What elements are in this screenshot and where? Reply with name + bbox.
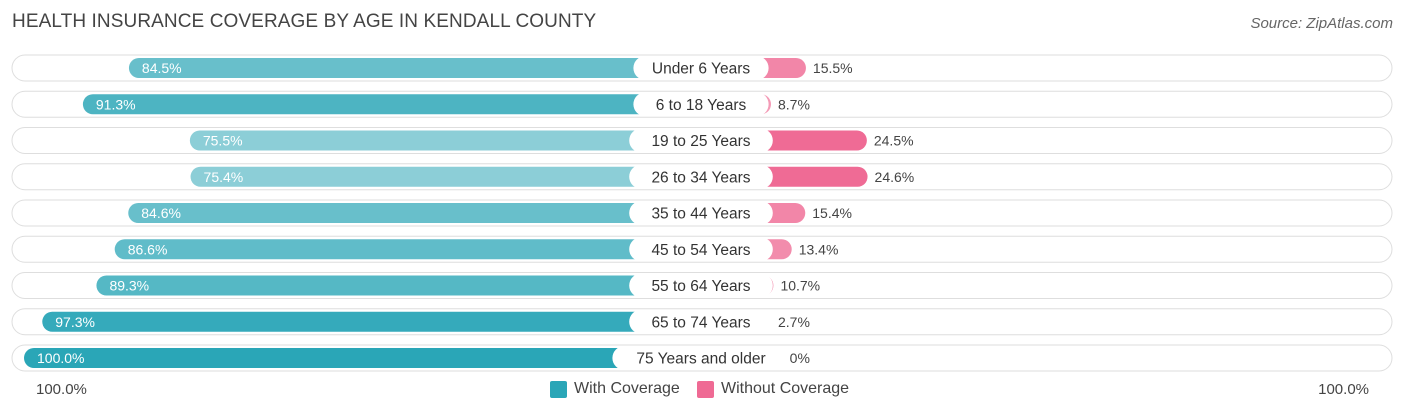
- legend-item-without-coverage[interactable]: Without Coverage: [697, 380, 849, 398]
- bar-row: 84.5% 15.5% Under 6 Years: [11, 54, 1393, 82]
- bar-with-coverage: [114, 239, 701, 260]
- category-label: 45 to 54 Years: [651, 242, 750, 259]
- bar-row: 89.3% 10.7% 55 to 64 Years: [11, 272, 1393, 299]
- category-label: 19 to 25 Years: [651, 133, 750, 150]
- category-pill: [629, 237, 773, 262]
- category-pill: [612, 346, 790, 370]
- category-label: 35 to 44 Years: [651, 206, 750, 223]
- data-label-without-coverage: 15.5%: [813, 60, 853, 76]
- chart-area: 84.5% 15.5% Under 6 Years 91.3% 8.7% 6 to 18 …: [11, 54, 1393, 372]
- category-pill: [629, 309, 773, 334]
- category-label: 75 Years and older: [636, 351, 765, 368]
- bar-with-coverage: [189, 130, 702, 151]
- bar-row: 75.4% 24.6% 26 to 34 Years: [11, 163, 1393, 191]
- category-label: 55 to 64 Years: [651, 278, 750, 295]
- bar-with-coverage: [42, 311, 702, 332]
- data-label-with-coverage: 84.5%: [142, 60, 182, 76]
- category-pill: [629, 201, 773, 225]
- category-pill: [629, 273, 773, 298]
- bar-with-coverage: [82, 94, 702, 115]
- data-label-without-coverage: 8.7%: [778, 96, 810, 112]
- legend-label-without-coverage: Without Coverage: [721, 380, 850, 397]
- bar-with-coverage: [190, 166, 702, 187]
- data-label-with-coverage: 86.6%: [128, 241, 168, 257]
- bar-row: 91.3% 8.7% 6 to 18 Years: [11, 90, 1393, 118]
- data-label-with-coverage: 75.4%: [204, 169, 244, 185]
- category-label: Under 6 Years: [652, 61, 750, 78]
- axis-left-label: 100.0%: [36, 381, 87, 398]
- category-label: 26 to 34 Years: [651, 169, 750, 186]
- bar-with-coverage: [128, 203, 701, 223]
- data-label-with-coverage: 75.5%: [203, 133, 243, 149]
- data-label-with-coverage: 100.0%: [37, 350, 84, 366]
- axis-right-label: 100.0%: [1318, 381, 1369, 398]
- chart-title: HEALTH INSURANCE COVERAGE BY AGE IN KEND…: [12, 11, 597, 32]
- category-pill: [633, 56, 769, 80]
- legend-swatch-without-coverage: [697, 380, 714, 398]
- data-label-without-coverage: 24.5%: [874, 133, 914, 149]
- category-pill: [629, 128, 773, 153]
- data-label-with-coverage: 91.3%: [96, 96, 136, 112]
- bar-row: 86.6% 13.4% 45 to 54 Years: [11, 235, 1393, 263]
- legend-item-with-coverage[interactable]: With Coverage: [550, 380, 680, 398]
- category-label: 6 to 18 Years: [656, 97, 747, 114]
- data-label-without-coverage: 13.4%: [799, 241, 839, 257]
- category-pill: [629, 164, 773, 189]
- category-label: 65 to 74 Years: [651, 314, 750, 331]
- data-label-without-coverage: 10.7%: [780, 278, 820, 294]
- source-label: Source: ZipAtlas.com: [1250, 15, 1393, 32]
- data-label-with-coverage: 97.3%: [55, 314, 95, 330]
- bar-row: 75.5% 24.5% 19 to 25 Years: [11, 127, 1393, 154]
- bar-row: 84.6% 15.4% 35 to 44 Years: [11, 199, 1393, 227]
- bar-row: 100.0% 0.0%75 Years and older: [11, 344, 1393, 372]
- legend-label-with-coverage: With Coverage: [574, 380, 680, 397]
- data-label-with-coverage: 84.6%: [141, 205, 181, 221]
- data-label-without-coverage: 15.4%: [812, 205, 852, 221]
- legend-swatch-with-coverage: [550, 380, 567, 398]
- bar-with-coverage: [24, 348, 701, 368]
- data-label-with-coverage: 89.3%: [109, 278, 149, 294]
- bar-with-coverage: [96, 275, 701, 296]
- bar-with-coverage: [128, 58, 701, 78]
- category-pill: [633, 92, 769, 117]
- legend: With Coverage Without Coverage: [0, 378, 1406, 402]
- bar-row: 97.3% 2.7% 65 to 74 Years: [11, 308, 1393, 336]
- data-label-without-coverage: 24.6%: [875, 169, 915, 185]
- data-label-without-coverage: 2.7%: [778, 314, 810, 330]
